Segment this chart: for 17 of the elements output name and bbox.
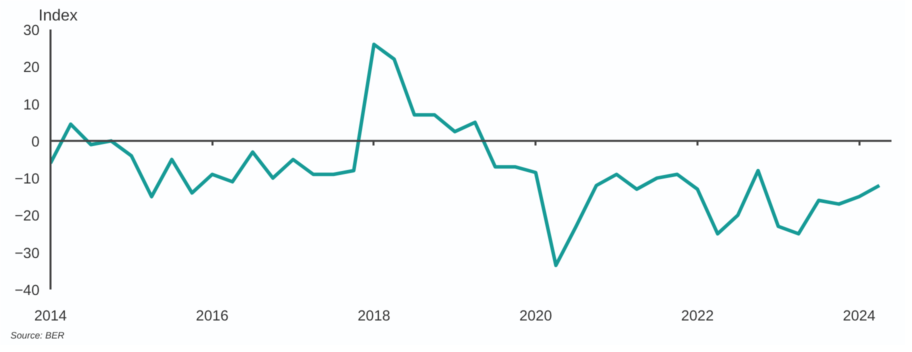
y-tick-label: −30 bbox=[14, 246, 40, 262]
y-tick-label: 30 bbox=[23, 23, 40, 39]
x-tick-label: 2024 bbox=[842, 308, 876, 324]
x-tick-label: 2018 bbox=[358, 308, 390, 324]
y-tick-label: −40 bbox=[14, 283, 40, 299]
line-series bbox=[50, 42, 882, 268]
y-tick-label: −10 bbox=[14, 172, 40, 188]
source-note: Source: BER bbox=[10, 330, 65, 340]
x-tick-label: 2022 bbox=[681, 308, 714, 324]
x-tick-label: 2020 bbox=[519, 308, 552, 324]
y-tick-label: 0 bbox=[31, 134, 40, 150]
y-tick-label: −20 bbox=[14, 208, 40, 225]
y-axis-title: Index bbox=[38, 8, 78, 24]
x-tick-label: 2014 bbox=[34, 308, 67, 324]
y-tick-label: 20 bbox=[23, 60, 40, 76]
x-tick-label: 2016 bbox=[196, 308, 229, 324]
y-tick-label: 10 bbox=[23, 97, 40, 114]
